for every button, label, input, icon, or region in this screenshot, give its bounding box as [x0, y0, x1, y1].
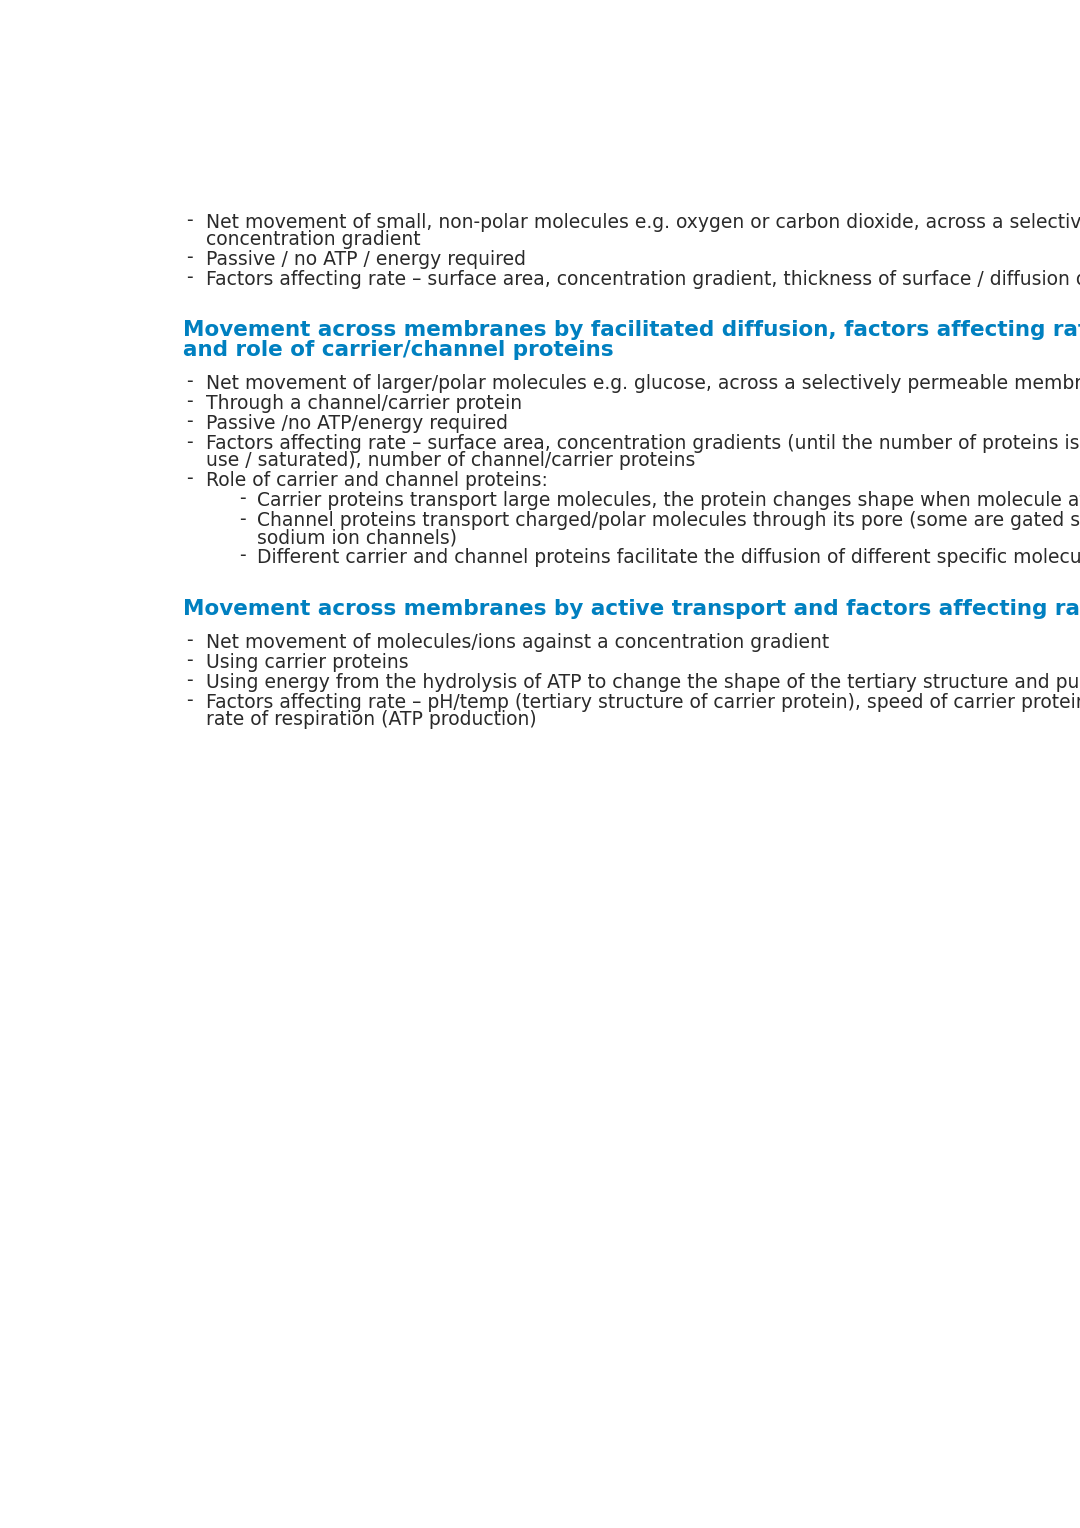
Text: sodium ion channels): sodium ion channels)	[257, 529, 458, 547]
Text: -: -	[186, 248, 192, 267]
Text: Different carrier and channel proteins facilitate the diffusion of different spe: Different carrier and channel proteins f…	[257, 549, 1080, 567]
Text: -: -	[186, 211, 192, 229]
Text: Using carrier proteins: Using carrier proteins	[206, 652, 409, 672]
Text: Net movement of larger/polar molecules e.g. glucose, across a selectively permea: Net movement of larger/polar molecules e…	[206, 374, 1080, 393]
Text: -: -	[186, 267, 192, 287]
Text: rate of respiration (ATP production): rate of respiration (ATP production)	[206, 711, 537, 729]
Text: Role of carrier and channel proteins:: Role of carrier and channel proteins:	[206, 471, 549, 490]
Text: -: -	[186, 469, 192, 489]
Text: -: -	[186, 671, 192, 691]
Text: use / saturated), number of channel/carrier proteins: use / saturated), number of channel/carr…	[206, 451, 696, 471]
Text: -: -	[239, 489, 245, 509]
Text: -: -	[239, 509, 245, 529]
Text: Factors affecting rate – pH/temp (tertiary structure of carrier protein), speed : Factors affecting rate – pH/temp (tertia…	[206, 694, 1080, 712]
Text: Carrier proteins transport large molecules, the protein changes shape when molec: Carrier proteins transport large molecul…	[257, 492, 1080, 510]
Text: -: -	[186, 373, 192, 391]
Text: Factors affecting rate – surface area, concentration gradient, thickness of surf: Factors affecting rate – surface area, c…	[206, 269, 1080, 289]
Text: Movement across membranes by facilitated diffusion, factors affecting rate: Movement across membranes by facilitated…	[183, 321, 1080, 341]
Text: -: -	[186, 393, 192, 411]
Text: Passive / no ATP / energy required: Passive / no ATP / energy required	[206, 249, 526, 269]
Text: and role of carrier/channel proteins: and role of carrier/channel proteins	[183, 341, 613, 361]
Text: -: -	[186, 691, 192, 711]
Text: concentration gradient: concentration gradient	[206, 229, 421, 249]
Text: Channel proteins transport charged/polar molecules through its pore (some are ga: Channel proteins transport charged/polar…	[257, 512, 1080, 530]
Text: Through a channel/carrier protein: Through a channel/carrier protein	[206, 394, 523, 414]
Text: -: -	[186, 631, 192, 649]
Text: Movement across membranes by active transport and factors affecting rate: Movement across membranes by active tran…	[183, 599, 1080, 619]
Text: Factors affecting rate – surface area, concentration gradients (until the number: Factors affecting rate – surface area, c…	[206, 434, 1080, 454]
Text: -: -	[186, 413, 192, 431]
Text: Net movement of molecules/ions against a concentration gradient: Net movement of molecules/ions against a…	[206, 633, 829, 652]
Text: -: -	[186, 651, 192, 671]
Text: Net movement of small, non-polar molecules e.g. oxygen or carbon dioxide, across: Net movement of small, non-polar molecul…	[206, 212, 1080, 232]
Text: Passive /no ATP/energy required: Passive /no ATP/energy required	[206, 414, 509, 434]
Text: Using energy from the hydrolysis of ATP to change the shape of the tertiary stru: Using energy from the hydrolysis of ATP …	[206, 672, 1080, 692]
Text: -: -	[239, 547, 245, 565]
Text: -: -	[186, 432, 192, 451]
